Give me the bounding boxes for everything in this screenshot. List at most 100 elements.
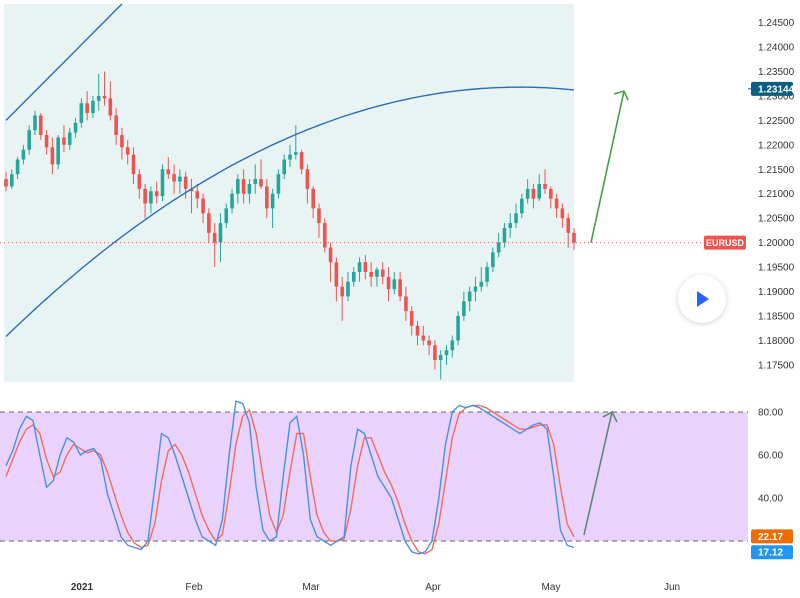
arrow-head [602, 410, 618, 423]
candle-body [334, 262, 339, 287]
candle-body [566, 218, 571, 233]
candle-body [421, 335, 426, 341]
candle-body [172, 174, 176, 182]
candlesticks [4, 71, 576, 380]
candle-body [201, 198, 205, 214]
candle-body [27, 130, 31, 150]
candle-body [189, 188, 194, 192]
stochastic-band [0, 412, 748, 541]
time-tick-label: 2021 [71, 582, 94, 593]
candle-body [491, 252, 495, 268]
candle-body [363, 262, 368, 272]
candle-body [531, 188, 536, 199]
candle-body [473, 286, 478, 292]
arrow-head [613, 90, 629, 101]
candle-body [253, 179, 258, 184]
candle-body [131, 154, 136, 175]
time-tick-label: Feb [185, 582, 203, 593]
candle-body [462, 301, 466, 316]
candle-body [438, 355, 443, 360]
play-icon [697, 291, 709, 307]
ma-value-label: 1.23144 [758, 84, 795, 95]
candle-body [351, 271, 356, 282]
candle-body [288, 154, 292, 160]
candle-body [328, 247, 333, 263]
candle-body [305, 169, 310, 189]
time-axis[interactable]: 2021 Feb Mar Apr May Jun [71, 582, 680, 593]
play-button[interactable] [678, 275, 726, 323]
symbol-badge-label: EURUSD [706, 238, 745, 248]
time-tick-label: May [542, 582, 561, 593]
k-value-tag: 17.12 [751, 545, 793, 560]
candle-body [427, 340, 431, 346]
ma-value-tag: 1.23144 [751, 81, 795, 96]
candle-body [265, 186, 269, 209]
price-tick-label: 1.18500 [758, 311, 795, 322]
candle-body [456, 315, 460, 341]
candle-body [154, 191, 159, 197]
candle-body [346, 281, 350, 297]
candle-body [409, 311, 414, 326]
candle-body [183, 176, 188, 189]
candle-body [322, 223, 327, 248]
price-panel [0, 3, 748, 382]
candle-body [195, 191, 200, 199]
candle-body [299, 152, 304, 170]
forecast-arrow-price [590, 90, 629, 243]
candle-body [85, 103, 89, 114]
moving-average-line [5, 86, 575, 338]
candle-body [247, 183, 252, 194]
candle-body [467, 291, 472, 302]
stochastic-k-line [5, 400, 575, 555]
price-tick-label: 1.21500 [758, 165, 795, 176]
candle-body [33, 115, 37, 131]
candle-body [502, 227, 507, 243]
candle-body [282, 159, 287, 175]
candle-body [560, 208, 565, 219]
price-tick-label: 1.23000 [758, 91, 795, 102]
candle-body [444, 350, 449, 356]
candle-body [525, 188, 530, 199]
candle-body [178, 176, 182, 182]
candle-body [496, 242, 501, 253]
price-tick-label: 1.24000 [758, 43, 795, 54]
candle-body [340, 286, 344, 297]
channel-band-area [4, 4, 574, 382]
stochastic-axis[interactable]: 40.00 60.00 80.00 [758, 408, 783, 505]
candle-body [450, 340, 455, 351]
candle-body [218, 223, 223, 243]
candle-body [166, 169, 171, 175]
price-tick-label: 1.17500 [758, 360, 795, 371]
candle-body [96, 95, 101, 101]
candle-body [549, 188, 553, 199]
candle-body [293, 152, 298, 155]
candle-body [392, 279, 397, 290]
price-tick-label: 1.19000 [758, 287, 795, 298]
arrow-shaft [590, 90, 625, 243]
candle-body [114, 115, 118, 136]
candle-body [67, 132, 72, 145]
price-tick-label: 1.18000 [758, 336, 795, 347]
time-tick-label: Mar [302, 582, 320, 593]
candle-body [102, 95, 107, 99]
candle-body [15, 159, 20, 175]
price-axis[interactable]: 1.17500 1.18000 1.18500 1.19000 1.19500 1.200… [748, 18, 795, 371]
candle-body [137, 174, 142, 189]
symbol-badge: EURUSD [704, 235, 746, 250]
candle-body [572, 232, 576, 243]
candle-body [91, 100, 95, 114]
candle-body [143, 188, 147, 204]
candle-body [380, 269, 385, 277]
candle-body [4, 179, 8, 187]
candle-body [56, 137, 60, 165]
candle-body [398, 279, 402, 297]
candle-body [236, 179, 240, 194]
candle-body [537, 183, 542, 199]
candle-body [270, 193, 275, 209]
price-tick-label: 1.22000 [758, 140, 795, 151]
candle-body [149, 191, 153, 204]
candle-body [311, 188, 315, 209]
arrow-shaft [583, 411, 613, 536]
candle-body [160, 169, 165, 197]
